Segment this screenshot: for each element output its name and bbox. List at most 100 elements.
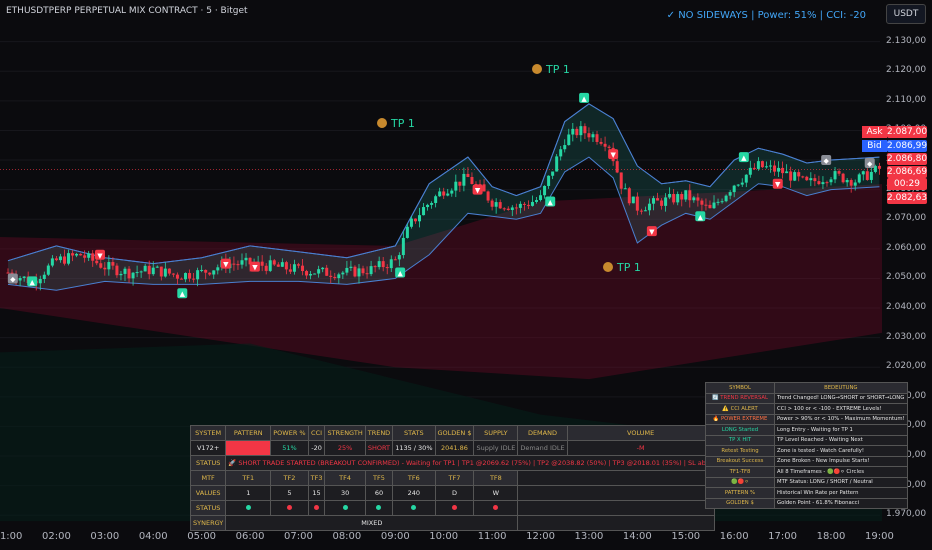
legend-meaning: Power > 90% or < 10% - Maximum Momentum! [774, 413, 908, 425]
candle-body [240, 260, 244, 265]
candle-body [506, 208, 510, 211]
candle-body [329, 275, 333, 277]
x-tick-label: 01:00 [0, 531, 23, 542]
candle-body [301, 265, 305, 272]
candle-body [317, 269, 321, 274]
candle-body [42, 274, 46, 279]
header-strength: STRENGTH [324, 425, 366, 441]
status-dot-icon [451, 505, 457, 510]
candle-body [708, 204, 712, 209]
legend-symbol: ⚠️ CCI ALERT [705, 403, 775, 415]
lower-band-line [7, 156, 880, 291]
money-bag-icon [603, 262, 613, 272]
status-message: 🚀 SHORT TRADE STARTED (BREAKOUT CONFIRME… [225, 455, 715, 471]
candle-body [54, 258, 58, 261]
signal-marker [472, 184, 483, 195]
candle-body [494, 202, 498, 207]
candle-body [450, 190, 454, 194]
candle-body [676, 194, 680, 203]
candle-body [236, 264, 240, 266]
candle-body [179, 278, 183, 280]
candle-body [672, 193, 676, 203]
currency-selector[interactable]: USDT [886, 4, 926, 24]
candle-body [365, 273, 369, 275]
candle-body [321, 267, 325, 270]
system-value: V172+ [189, 440, 227, 456]
candle-body [38, 278, 42, 284]
signal-arrow: ▼ [223, 261, 229, 269]
candle-body [664, 197, 668, 206]
candle-body [208, 272, 212, 275]
status-dot-icon [245, 505, 251, 510]
tf-value: 5 [270, 485, 309, 501]
legend-row: 🔄 TREND REVERSAL Trend Changed! LONG→SHOR… [705, 392, 908, 404]
candle-body [680, 194, 684, 200]
ask-tag: Ask [862, 126, 887, 138]
legend-meaning: Golden Point - 61.8% Fibonacci [774, 497, 908, 509]
signal-arrow: ◆ [10, 275, 16, 283]
candle-body [740, 182, 744, 185]
header-supply: SUPPLY [473, 425, 519, 441]
candle-body [349, 266, 353, 268]
candle-body [764, 166, 768, 168]
candle-body [163, 268, 167, 277]
candle-body [660, 200, 664, 206]
candle-body [62, 256, 66, 264]
legend-meaning: Trend Changed! LONG→SHORT or SHORT→LONG [774, 392, 908, 404]
tf-value: 1 [225, 485, 272, 501]
y-tick-label: 2.030,00 [886, 331, 927, 342]
candle-body [781, 167, 785, 174]
candle-body [631, 196, 635, 204]
candle-body [760, 161, 764, 168]
candle-body [18, 278, 22, 281]
status2-label: STATUS [189, 500, 227, 516]
status-dot-icon [314, 505, 320, 510]
candle-body [530, 201, 534, 206]
candle-body [462, 173, 466, 186]
candle-body [99, 263, 103, 268]
golden-value: 2041.86 [434, 440, 475, 456]
candle-body [607, 146, 611, 148]
candle-body [79, 253, 83, 256]
candle-body [692, 197, 696, 201]
candle-body [454, 181, 458, 191]
signal-arrow: ▲ [30, 278, 36, 286]
signal-table: SYSTEM PATTERN POWER % CCI STRENGTH TREN… [189, 425, 715, 531]
status-dot-icon [493, 505, 499, 510]
candle-body [857, 174, 861, 183]
signal-marker [249, 261, 260, 272]
candle-body [131, 272, 135, 279]
candle-body [825, 182, 829, 184]
legend-row: TF1-TF8 All 8 Timeframes - 🟢🔴⚪ Circles [705, 466, 908, 478]
candle-body [353, 266, 357, 277]
candle-body [579, 126, 583, 136]
legend-symbol: Retest Testing [705, 445, 775, 457]
x-tick-label: 10:00 [429, 531, 459, 542]
legend-row: 🟢🔴⚪ MTF Status: LONG / SHORT / Neutral [705, 476, 908, 488]
candle-body [446, 193, 450, 196]
tf-status-cell [434, 500, 475, 516]
legend-symbol: 🟢🔴⚪ [705, 476, 775, 488]
symbol-title: ETHUSDTPERP PERPETUAL MIX CONTRACT · 5 ·… [6, 6, 248, 16]
tf-status-cell [324, 500, 366, 516]
x-tick-label: 18:00 [816, 531, 846, 542]
candle-body [200, 269, 204, 271]
candle-body [22, 276, 26, 279]
candle-body [292, 264, 296, 272]
cci-value: -20 [307, 440, 326, 456]
candle-body [869, 171, 873, 180]
candle-body [196, 270, 200, 280]
candle-body [563, 145, 567, 150]
empty-cell [517, 515, 715, 531]
candle-body [192, 278, 196, 280]
candle-body [809, 178, 813, 181]
tf-header: TF7 [434, 470, 475, 486]
x-tick-label: 05:00 [187, 531, 217, 542]
x-tick-label: 13:00 [574, 531, 604, 542]
candle-body [498, 202, 502, 209]
candle-body [313, 273, 317, 275]
candle-body [793, 172, 797, 181]
candle-body [6, 272, 10, 274]
signal-arrow: ▼ [610, 151, 616, 159]
mtf-label: MTF [189, 470, 227, 486]
